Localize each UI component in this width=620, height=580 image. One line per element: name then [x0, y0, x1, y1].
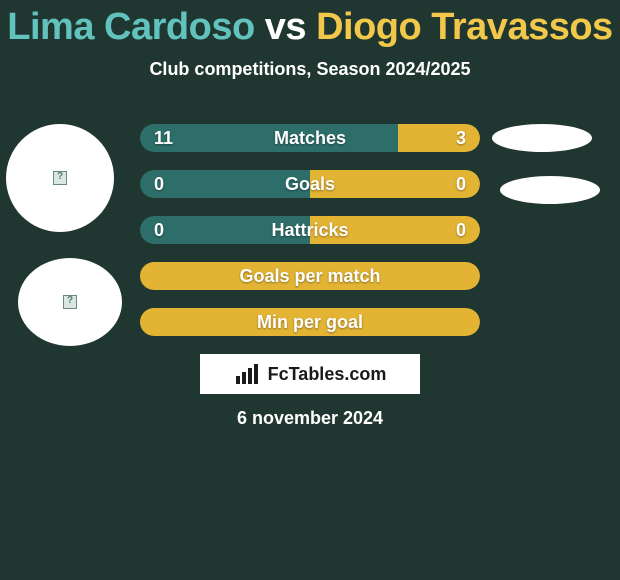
stat-label: Hattricks: [140, 220, 480, 241]
stat-row: 00Hattricks: [140, 216, 480, 244]
comparison-title: Lima Cardoso vs Diogo Travassos: [0, 0, 620, 49]
bars-logo-icon: [234, 364, 262, 384]
missing-image-icon: [63, 295, 77, 309]
title-vs: vs: [265, 6, 306, 48]
stat-label: Min per goal: [140, 312, 480, 333]
team1-badge-placeholder: [492, 124, 592, 152]
title-player2: Diogo Travassos: [316, 6, 613, 48]
stats-panel: 113Matches 00Goals 00Hattricks Goals per ma…: [140, 124, 480, 354]
brand-text: FcTables.com: [268, 364, 387, 385]
stat-label: Matches: [140, 128, 480, 149]
player1-avatar: [6, 124, 114, 232]
title-player1: Lima Cardoso: [7, 6, 254, 48]
stat-row: 00Goals: [140, 170, 480, 198]
brand-box[interactable]: FcTables.com: [200, 354, 420, 394]
player2-avatar: [18, 258, 122, 346]
stat-row: Goals per match: [140, 262, 480, 290]
stat-row: 113Matches: [140, 124, 480, 152]
subtitle: Club competitions, Season 2024/2025: [0, 59, 620, 80]
stat-label: Goals per match: [140, 266, 480, 287]
stat-label: Goals: [140, 174, 480, 195]
missing-image-icon: [53, 171, 67, 185]
stat-row: Min per goal: [140, 308, 480, 336]
team2-badge-placeholder: [500, 176, 600, 204]
date-text: 6 november 2024: [0, 408, 620, 429]
